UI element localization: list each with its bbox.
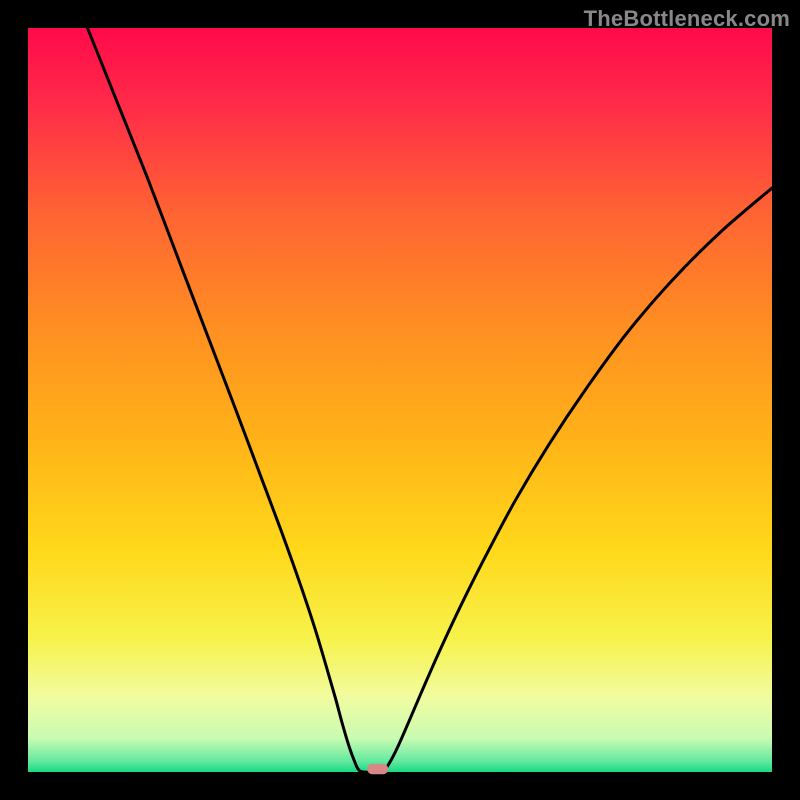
watermark-label: TheBottleneck.com xyxy=(584,6,790,32)
gradient-background xyxy=(28,28,772,772)
optimal-marker xyxy=(367,764,388,774)
bottleneck-chart xyxy=(0,0,800,800)
chart-container: TheBottleneck.com xyxy=(0,0,800,800)
